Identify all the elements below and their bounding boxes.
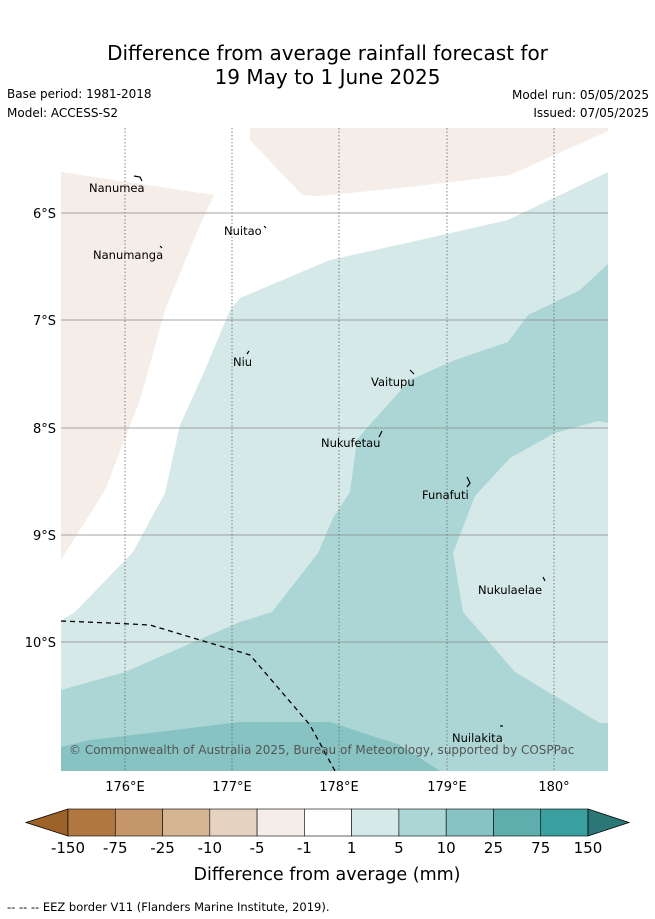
- colorbar-tick-label: 25: [484, 839, 503, 857]
- place-label: Niu: [233, 355, 252, 369]
- colorbar-ticks: -150 -75 -25 -10 -5 -1 1 5 10 25 75 150: [51, 839, 602, 857]
- copyright-notice: © Commonwealth of Australia 2025, Bureau…: [69, 743, 574, 757]
- lat-label: 7°S: [33, 314, 56, 329]
- lon-label: 180°: [538, 780, 569, 795]
- island-nuitao-shape: [263, 225, 267, 229]
- issued-date: Issued: 07/05/2025: [533, 106, 649, 120]
- region-light-dry-west: [61, 172, 214, 560]
- title-line-2: 19 May to 1 June 2025: [214, 65, 441, 89]
- colorbar-swatch: [398, 808, 447, 837]
- colorbar-tick-label: -150: [51, 839, 85, 857]
- lon-label: 176°E: [105, 780, 145, 795]
- colorbar-swatch: [304, 808, 352, 837]
- colorbar-swatch: [114, 808, 163, 837]
- colorbar-tick-label: -5: [250, 839, 265, 857]
- place-label: Nuitao: [224, 224, 262, 238]
- lat-label: 9°S: [33, 529, 56, 544]
- colorbar-swatch: [162, 808, 211, 837]
- colorbar-arrow-high: [587, 808, 631, 837]
- place-label: Nuilakita: [452, 731, 503, 745]
- lon-label: 178°E: [319, 780, 359, 795]
- lat-label: 10°S: [25, 636, 56, 651]
- eez-border: [61, 620, 336, 771]
- model-name: Model: ACCESS-S2: [7, 106, 119, 120]
- colorbar-swatch: [256, 808, 305, 837]
- colorbar-tick-label: 75: [531, 839, 550, 857]
- colorbar-tick-label: 10: [437, 839, 456, 857]
- island-nanumanga-shape: [159, 245, 163, 249]
- colorbar-swatch: [540, 808, 589, 837]
- island-vaitupu-shape: [409, 369, 415, 375]
- island-nukufetau-shape: [378, 430, 383, 438]
- base-period: Base period: 1981-2018: [7, 87, 152, 101]
- island-niu-shape: [246, 350, 250, 355]
- region-wet-1-5-east: [453, 421, 608, 723]
- place-label: Nanumanga: [93, 248, 163, 262]
- colorbar-swatch: [209, 808, 258, 837]
- lat-label: 6°S: [33, 207, 56, 222]
- eez-legend-note: -- -- -- EEZ border V11 (Flanders Marine…: [7, 900, 330, 914]
- rainfall-map: Nanumea Nanumanga Nuitao Niu Vaitupu Nuk…: [24, 128, 631, 885]
- island-nanumea-shape: [133, 175, 143, 182]
- colorbar-swatch: [351, 808, 400, 837]
- region-light-dry-north: [250, 128, 608, 196]
- place-label: Nukulaelae: [478, 583, 542, 597]
- region-wet-5-10: [61, 264, 608, 771]
- colorbar-tick-label: 5: [394, 839, 404, 857]
- model-run: Model run: 05/05/2025: [511, 88, 649, 102]
- place-label: Funafuti: [422, 488, 469, 502]
- lon-label: 179°E: [427, 780, 467, 795]
- title-line-1: Difference from average rainfall forecas…: [107, 41, 548, 65]
- colorbar: [24, 808, 631, 837]
- colorbar-swatch: [67, 808, 116, 837]
- longitude-gridlines: [124, 128, 555, 771]
- colorbar-tick-label: -25: [150, 839, 175, 857]
- colorbar-tick-label: 1: [347, 839, 357, 857]
- place-label: Nukufetau: [321, 436, 380, 450]
- colorbar-swatch: [493, 808, 542, 837]
- latitude-gridlines: [61, 212, 608, 643]
- lon-label: 177°E: [212, 780, 252, 795]
- colorbar-swatch: [445, 808, 494, 837]
- colorbar-tick-label: -75: [103, 839, 128, 857]
- place-label: Nanumea: [89, 181, 145, 195]
- colorbar-arrow-low: [24, 808, 69, 837]
- lat-label: 8°S: [33, 422, 56, 437]
- colorbar-tick-label: -10: [198, 839, 223, 857]
- island-nukulaelae-shape: [542, 576, 546, 582]
- colorbar-tick-label: 150: [574, 839, 603, 857]
- colorbar-label: Difference from average (mm): [193, 865, 460, 885]
- region-wet-10-25: [61, 722, 440, 771]
- island-funafuti-shape: [466, 476, 471, 488]
- place-label: Vaitupu: [371, 375, 415, 389]
- colorbar-tick-label: -1: [297, 839, 312, 857]
